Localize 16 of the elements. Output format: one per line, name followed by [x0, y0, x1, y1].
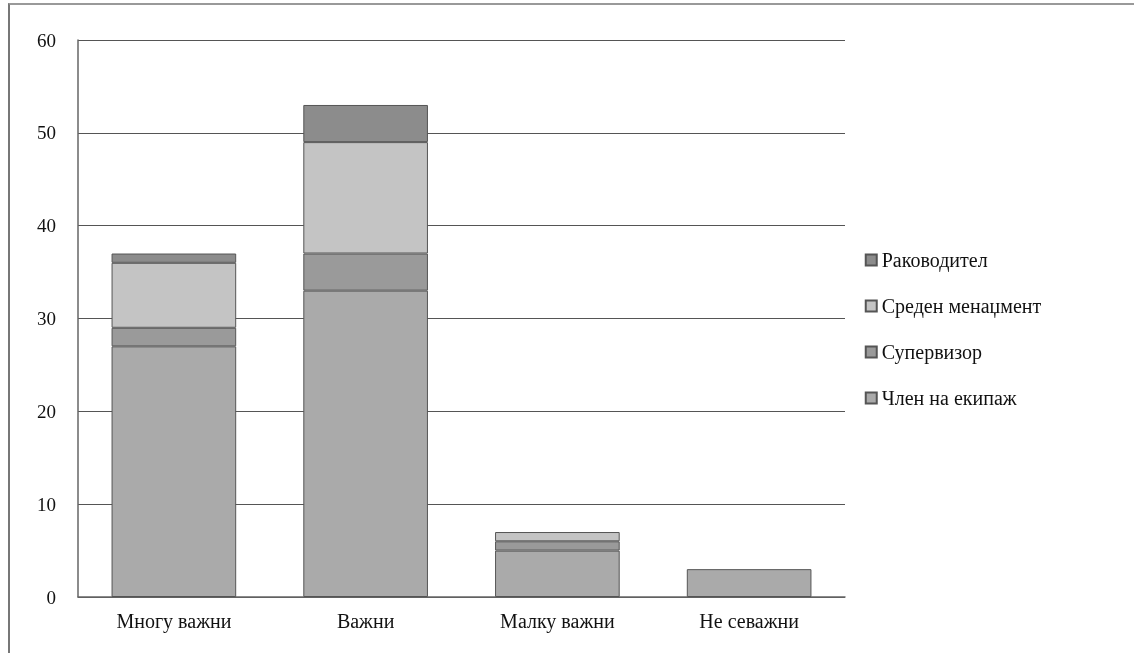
y-tick-label: 40 [37, 215, 56, 237]
legend-label: Среден менаџмент [881, 295, 1042, 318]
bar [686, 569, 812, 597]
x-tick-label: Малку важни [500, 610, 615, 633]
y-tick-label: 20 [37, 400, 56, 422]
y-tick-label: 60 [37, 29, 56, 51]
y-tick-label: 0 [46, 586, 56, 608]
y-tick-label: 30 [37, 308, 56, 329]
legend-label: Супервизор [881, 341, 983, 364]
legend-label: Член на екипаж [881, 387, 1017, 409]
x-tick-label: Не севажни [699, 610, 800, 632]
x-tick-label: Важни [336, 610, 395, 632]
legend-label: Раководител [881, 249, 988, 272]
y-tick-label: 10 [37, 493, 56, 515]
x-tick-label: Многу важни [116, 610, 232, 633]
y-tick-label: 50 [37, 122, 56, 144]
